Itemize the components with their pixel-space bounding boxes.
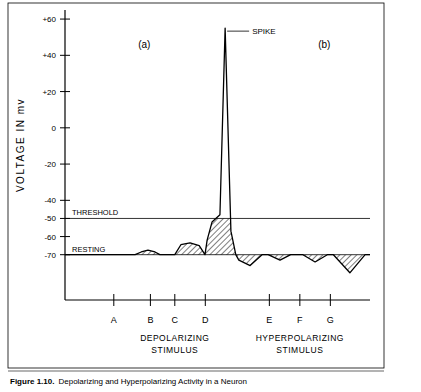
x-tick <box>174 294 175 306</box>
y-tick-label: +60 <box>42 15 56 24</box>
stimulus-label: HYPERPOLARIZING <box>256 333 344 343</box>
figure-label: Figure 1.10. <box>10 377 54 386</box>
y-tick <box>60 200 70 201</box>
stimulus-label: STIMULUS <box>276 345 323 355</box>
spike-label: SPIKE <box>252 27 276 36</box>
x-tick-label: G <box>327 315 334 325</box>
y-tick-label: -70 <box>44 251 56 260</box>
figure: +60 +40 +20 0 -20 -40 -50 -60 -70 A B C D E F G VOLTAGE … <box>0 0 421 392</box>
y-tick <box>60 19 70 20</box>
voltage-trace <box>65 28 370 273</box>
y-tick-label: -50 <box>44 214 56 223</box>
reference-line-label: THRESHOLD <box>72 208 119 217</box>
y-tick-label: 0 <box>52 124 57 133</box>
x-tick-label: D <box>202 315 209 325</box>
y-tick-label: -40 <box>44 196 56 205</box>
y-tick-label: +40 <box>42 51 56 60</box>
x-tick-label: B <box>147 315 153 325</box>
x-tick-label: A <box>111 315 117 325</box>
stimulus-label: STIMULUS <box>151 345 198 355</box>
voltage-area <box>65 218 370 272</box>
y-tick <box>60 55 70 56</box>
spike-leader <box>227 31 249 32</box>
x-tick <box>269 294 270 306</box>
x-tick <box>150 294 151 306</box>
reference-line-label: RESTING <box>72 245 106 254</box>
y-tick-label: -20 <box>44 160 56 169</box>
chart-title: Depolarizing and Hyperpolarizing Activit… <box>58 377 247 386</box>
x-tick <box>113 294 114 306</box>
x-tick-label: C <box>172 315 179 325</box>
figure-frame <box>8 3 384 368</box>
caption-rule <box>8 371 384 372</box>
plot-area <box>65 28 370 273</box>
hatch-group <box>65 218 370 272</box>
panel-label: (a) <box>138 39 150 50</box>
x-tick-label: F <box>297 315 303 325</box>
y-tick <box>60 164 70 165</box>
x-tick-label: E <box>266 315 272 325</box>
y-tick-label: -60 <box>44 233 56 242</box>
x-tick <box>205 294 206 306</box>
caption: Figure 1.10. Depolarizing and Hyperpolari… <box>10 377 247 386</box>
x-axis <box>65 299 370 300</box>
y-tick-label: +20 <box>42 88 56 97</box>
x-tick <box>330 294 331 306</box>
y-axis <box>64 10 65 300</box>
stimulus-label: DEPOLARIZING <box>140 333 209 343</box>
y-tick <box>60 236 70 237</box>
x-tick <box>299 294 300 306</box>
y-tick <box>60 91 70 92</box>
y-axis-label: VOLTAGE IN mv <box>15 98 26 192</box>
panel-label: (b) <box>318 39 330 50</box>
y-tick <box>60 127 70 128</box>
